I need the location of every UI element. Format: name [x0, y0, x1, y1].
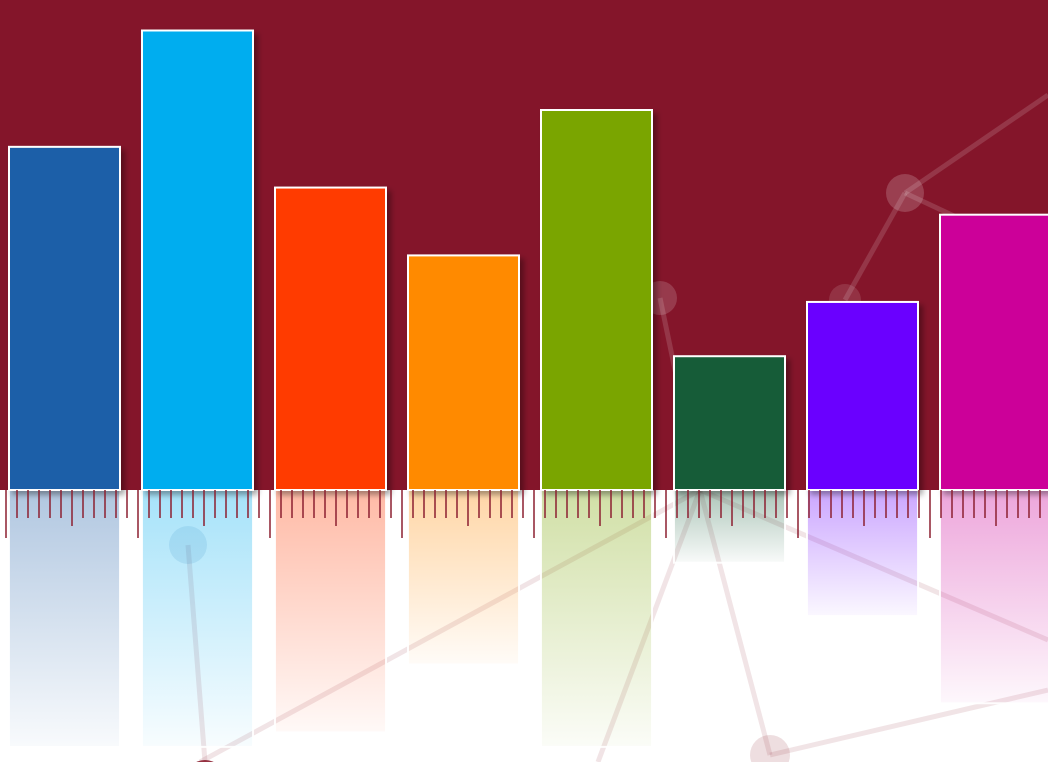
bars: [8, 29, 1048, 492]
bar: [540, 109, 653, 491]
bar: [141, 29, 254, 492]
network-line: [842, 191, 908, 302]
bar: [407, 254, 520, 491]
bar-reflection: [540, 489, 653, 748]
bar-reflection: [673, 489, 786, 564]
bar-reflection: [141, 489, 254, 748]
network-node: [886, 174, 924, 212]
bar-reflection: [8, 489, 121, 748]
bar: [939, 213, 1048, 491]
bar-reflection: [806, 489, 919, 618]
bar: [673, 355, 786, 491]
bar-reflections: [8, 489, 1048, 748]
network-line: [903, 92, 1048, 196]
bar: [806, 300, 919, 491]
bar-reflection: [407, 489, 520, 666]
baseline-ruler: [5, 490, 1041, 538]
bar-reflection: [939, 489, 1048, 705]
bar: [8, 145, 121, 491]
bar-reflection: [274, 489, 387, 734]
bar: [274, 186, 387, 491]
network-node: [750, 735, 790, 762]
